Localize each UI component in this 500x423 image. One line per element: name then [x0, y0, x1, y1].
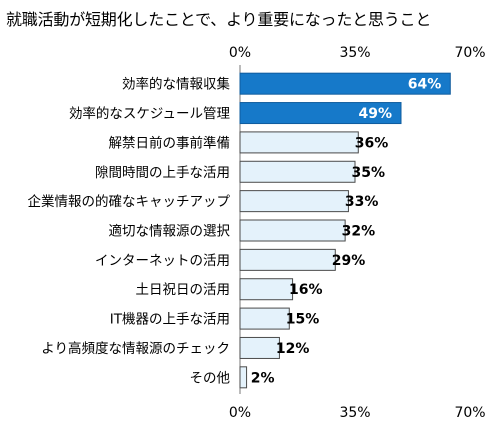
- value-label: 16%: [289, 282, 323, 298]
- value-label: 29%: [332, 253, 366, 269]
- value-label: 12%: [276, 341, 310, 357]
- bar: [239, 307, 290, 330]
- value-label: 2%: [251, 370, 275, 386]
- chart-title: 就職活動が短期化したことで、より重要になったと思うこと: [6, 10, 432, 29]
- value-label: 49%: [358, 106, 392, 122]
- category-label: より高頻度な情報源のチェック: [41, 340, 230, 357]
- x-tick-label-top: 0%: [229, 45, 251, 61]
- category-label: 適切な情報源の選択: [109, 223, 231, 240]
- category-label: 隙間時間の上手な活用: [95, 165, 230, 181]
- bar: [239, 131, 359, 154]
- x-tick-label-bottom: 35%: [339, 405, 370, 421]
- value-label: 36%: [355, 135, 389, 151]
- bar: [239, 278, 294, 301]
- category-label: インターネットの活用: [95, 253, 230, 269]
- bar: [239, 336, 280, 359]
- x-axis-top-ticks: 0% 35% 70%: [229, 45, 486, 61]
- x-tick-label-bottom: 70%: [454, 405, 485, 421]
- value-label: 64%: [408, 77, 442, 93]
- x-axis-bottom-ticks: 0% 35% 70%: [229, 405, 486, 421]
- category-labels: 効率的な情報収集効率的なスケジュール管理解禁日前の事前準備隙間時間の上手な活用企…: [28, 76, 231, 387]
- bar: [239, 248, 336, 271]
- category-label: 土日祝日の活用: [136, 282, 231, 298]
- category-label: 企業情報の的確なキャッチアップ: [28, 193, 231, 210]
- category-label: 効率的なスケジュール管理: [69, 105, 231, 122]
- value-label: 15%: [286, 312, 320, 328]
- category-label: 解禁日前の事前準備: [109, 134, 231, 151]
- x-tick-label-top: 35%: [339, 45, 370, 61]
- bars: [239, 72, 451, 389]
- category-label: IT機器の上手な活用: [110, 312, 230, 328]
- bar: [239, 366, 248, 389]
- value-label: 33%: [345, 194, 379, 210]
- category-label: その他: [190, 370, 231, 386]
- value-label: 32%: [342, 224, 376, 240]
- category-label: 効率的な情報収集: [122, 76, 230, 93]
- bar: [239, 160, 356, 183]
- value-labels: 64% 49% 36% 35% 33% 32% 29% 16% 15% 12%2%: [251, 77, 441, 387]
- x-tick-label-top: 70%: [454, 45, 485, 61]
- bar: [239, 190, 349, 213]
- bar: [239, 102, 402, 125]
- bar: [239, 219, 346, 242]
- bar: [239, 72, 451, 95]
- value-label: 35%: [351, 165, 385, 181]
- x-tick-label-bottom: 0%: [229, 405, 251, 421]
